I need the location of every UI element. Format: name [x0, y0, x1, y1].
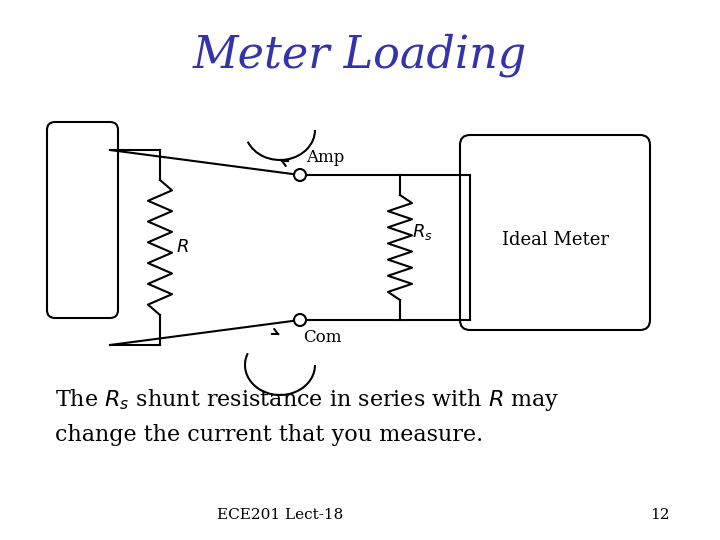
Text: 12: 12: [650, 508, 670, 522]
Text: $R$: $R$: [176, 239, 189, 256]
FancyBboxPatch shape: [47, 122, 118, 318]
Text: Amp: Amp: [306, 148, 344, 165]
Text: Com: Com: [302, 329, 341, 347]
Text: Ideal Meter: Ideal Meter: [502, 231, 608, 249]
Circle shape: [294, 314, 306, 326]
Circle shape: [294, 169, 306, 181]
Text: change the current that you measure.: change the current that you measure.: [55, 424, 483, 446]
Text: Meter Loading: Meter Loading: [193, 33, 527, 77]
Text: ECE201 Lect-18: ECE201 Lect-18: [217, 508, 343, 522]
Text: $R_s$: $R_s$: [412, 222, 433, 242]
FancyBboxPatch shape: [460, 135, 650, 330]
Text: The $R_s$ shunt resistance in series with $R$ may: The $R_s$ shunt resistance in series wit…: [55, 387, 559, 413]
